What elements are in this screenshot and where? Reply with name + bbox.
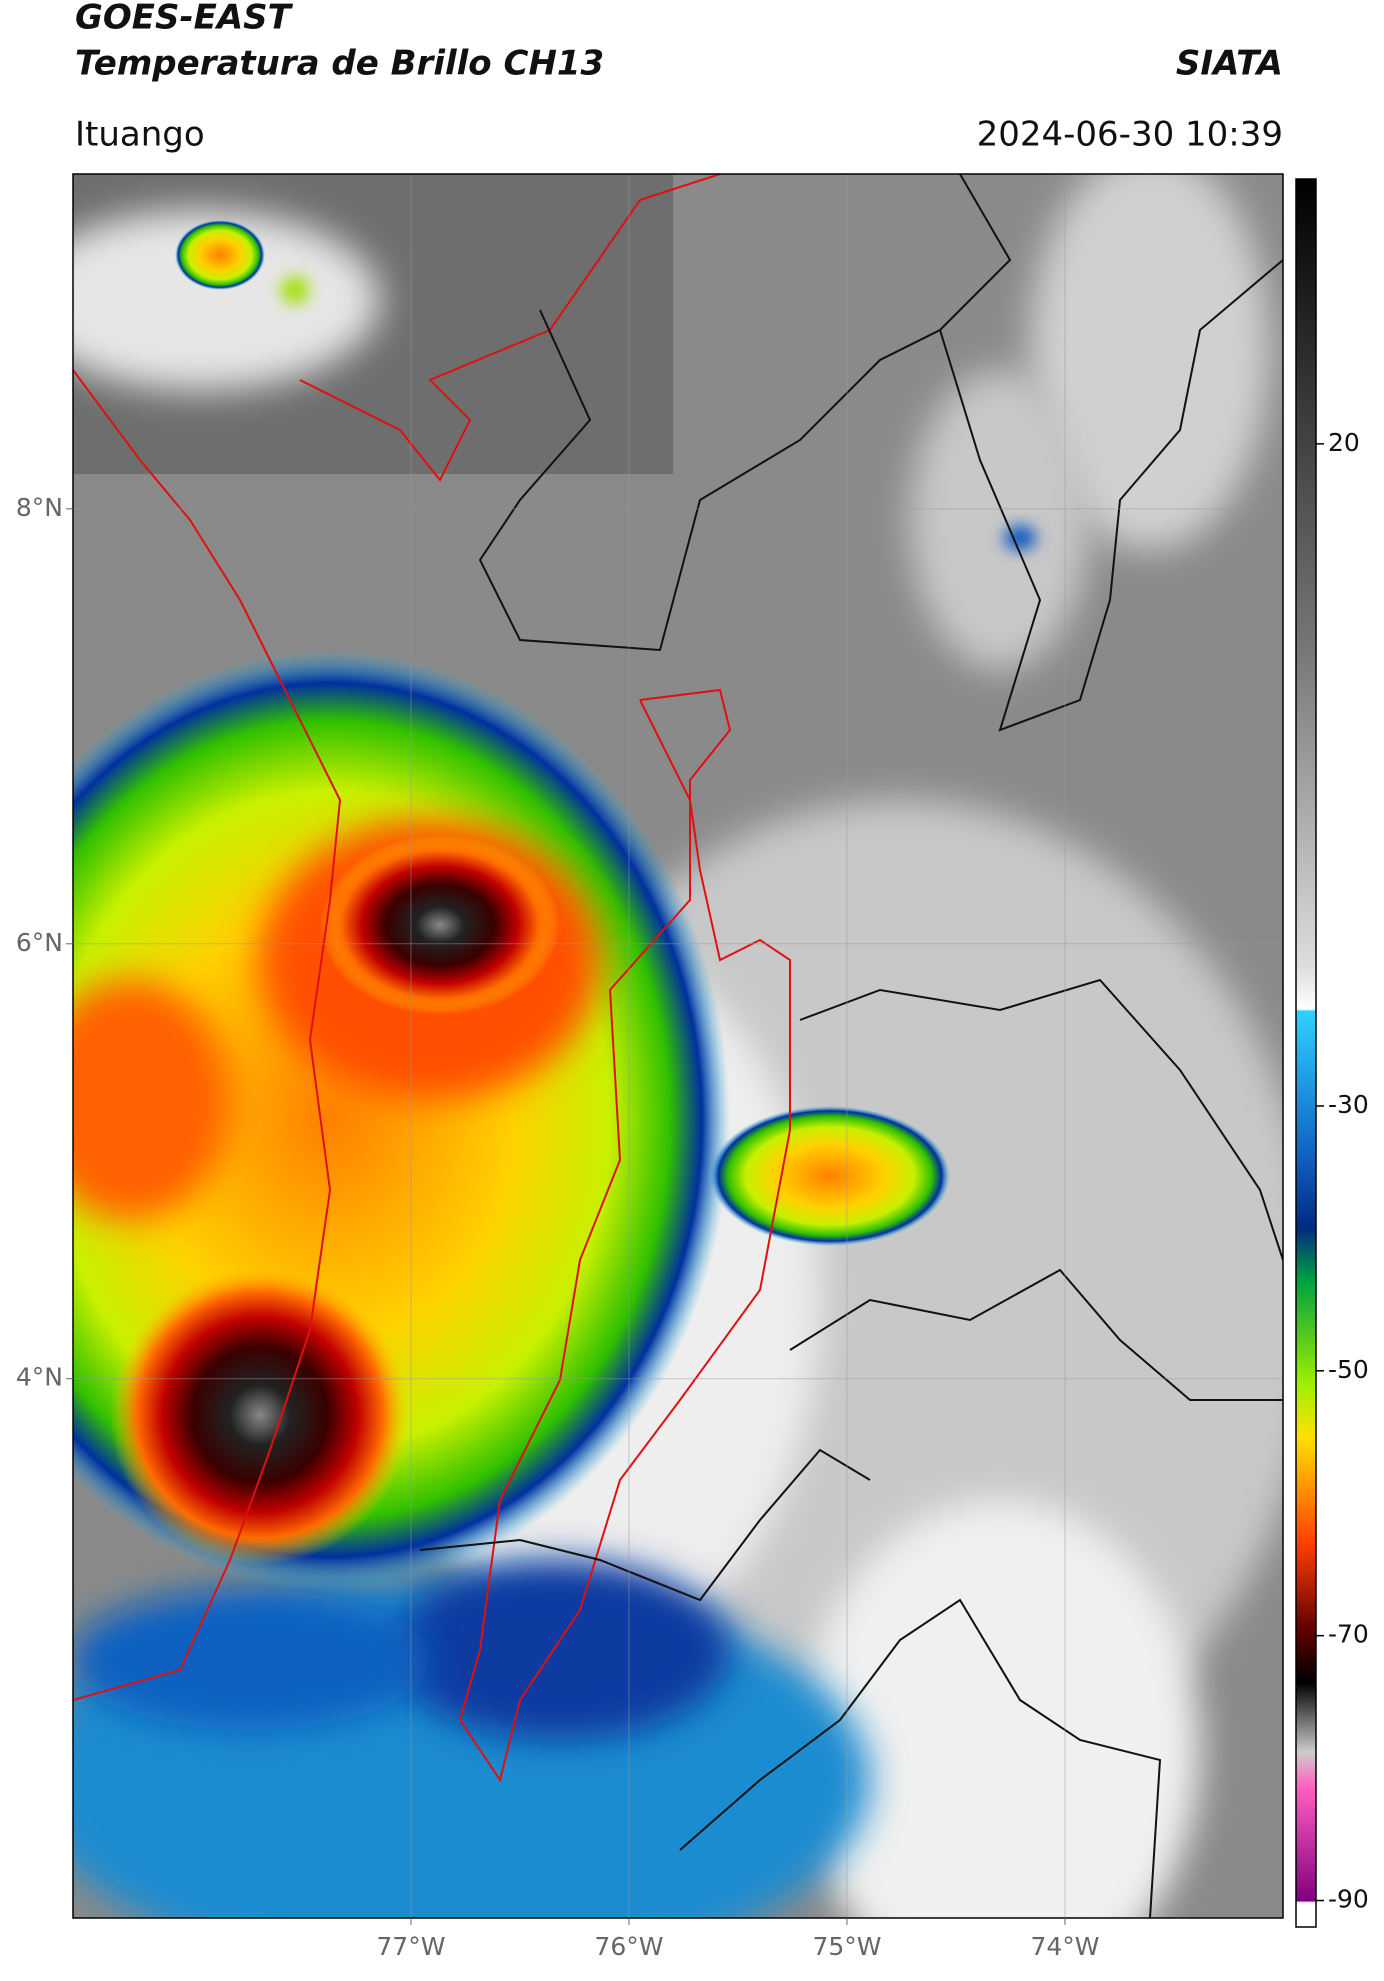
location: Ituango xyxy=(75,115,205,155)
x-tick-label: 76°W xyxy=(594,1932,663,1961)
colorbar-tick-label: -70 xyxy=(1328,1620,1369,1649)
y-tick-label: 4°N xyxy=(16,1363,63,1392)
title: GOES-EAST xyxy=(75,0,294,38)
x-tick-label: 77°W xyxy=(376,1932,445,1961)
satellite-image xyxy=(73,174,1283,1918)
map-frame xyxy=(72,173,1284,1919)
boundaries xyxy=(73,174,1283,1918)
colorbar-tick-label: -90 xyxy=(1328,1885,1369,1914)
source: SIATA xyxy=(1176,44,1283,84)
timestamp: 2024-06-30 10:39 xyxy=(977,115,1283,155)
grid xyxy=(73,174,1283,1918)
y-tick-label: 8°N xyxy=(16,493,63,522)
subtitle: Temperatura de Brillo CH13 xyxy=(75,44,604,84)
x-tick-label: 74°W xyxy=(1030,1932,1099,1961)
colorbar-tick-label: -50 xyxy=(1328,1355,1369,1384)
colorbar xyxy=(1295,178,1317,1928)
y-tick-label: 6°N xyxy=(16,928,63,957)
colorbar-tick-label: 20 xyxy=(1328,428,1360,457)
x-tick-label: 75°W xyxy=(812,1932,881,1961)
colorbar-tick-label: -30 xyxy=(1328,1090,1369,1119)
